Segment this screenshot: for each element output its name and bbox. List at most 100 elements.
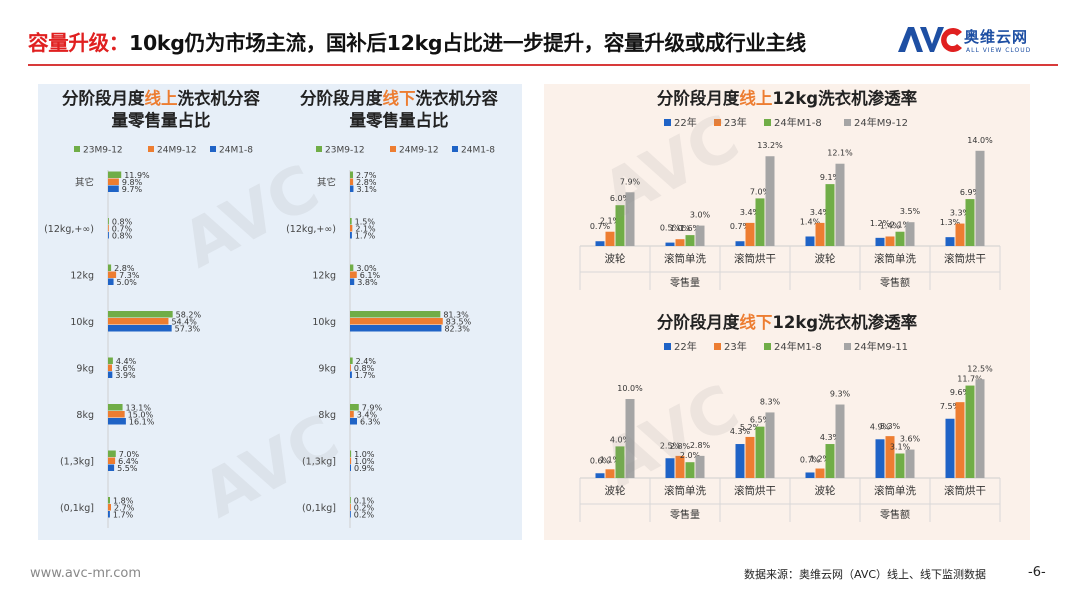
- legend-swatch: [664, 119, 671, 126]
- data-label: 6.9%: [960, 188, 981, 197]
- data-label: 1.8%: [113, 497, 134, 506]
- data-bar: [350, 364, 351, 371]
- data-label: 3.6%: [900, 435, 921, 444]
- page-title-text: 10kg仍为市场主流，国补后12kg占比进一步提升，容量升级或成行业主线: [129, 31, 806, 55]
- data-bar: [755, 426, 765, 478]
- data-label: 6.4%: [118, 457, 139, 466]
- data-label: 2.4%: [356, 357, 377, 366]
- data-bar: [975, 379, 985, 478]
- data-label: 6.5%: [750, 416, 771, 425]
- data-label: 4.3%: [820, 433, 841, 442]
- legend-label: 24M1-8: [219, 146, 253, 156]
- data-label: 4.3%: [730, 427, 751, 436]
- data-bar: [885, 236, 895, 246]
- data-bar: [350, 218, 352, 225]
- data-label: 2.1%: [355, 225, 376, 234]
- legend-label: 24年M1-8: [774, 116, 822, 129]
- data-label: 1.1%: [600, 455, 621, 464]
- legend-swatch: [714, 343, 721, 350]
- data-label: 3.9%: [115, 371, 136, 380]
- category-label: (12kg,+∞): [286, 224, 336, 235]
- data-bar: [685, 235, 695, 246]
- data-bar: [108, 225, 109, 232]
- category-label: 8kg: [318, 410, 336, 421]
- data-label: 6.0%: [610, 194, 631, 203]
- data-bar: [605, 469, 615, 478]
- group-label: 零售量: [670, 276, 700, 289]
- data-bar: [108, 364, 112, 371]
- data-bar: [765, 412, 775, 478]
- page-number: -6-: [1028, 565, 1046, 580]
- category-label: 波轮: [605, 252, 626, 265]
- data-bar: [755, 198, 765, 246]
- data-bar: [108, 271, 117, 278]
- data-label: 1.5%: [355, 218, 376, 227]
- data-bar: [825, 184, 835, 246]
- legend-label: 23年: [724, 116, 747, 129]
- data-bar: [835, 404, 845, 478]
- data-bar: [965, 385, 975, 478]
- data-label: 0.7%: [590, 222, 611, 231]
- data-bar: [745, 436, 755, 478]
- legend-swatch: [74, 146, 80, 152]
- data-bar: [745, 222, 755, 246]
- data-label: 0.2%: [354, 511, 375, 520]
- data-bar: [955, 402, 965, 478]
- legend-label: 22年: [674, 340, 697, 353]
- data-label: 13.1%: [126, 404, 152, 413]
- data-label: 12.1%: [827, 149, 853, 158]
- data-bar: [815, 222, 825, 246]
- data-label: 13.2%: [757, 141, 783, 150]
- legend-label: 23M9-12: [325, 146, 365, 156]
- category-label: (1,3kg]: [60, 457, 94, 468]
- data-bar: [350, 318, 443, 325]
- offline-capacity-share-chart: 23M9-12 24M9-12 24M1-8 其它 2.7%2.8%3.1% (12kg,…: [286, 146, 495, 528]
- data-bar: [350, 450, 352, 457]
- data-label: 7.3%: [119, 271, 140, 280]
- data-bar: [108, 171, 122, 178]
- data-bar: [350, 171, 353, 178]
- data-bar: [905, 449, 915, 478]
- data-bar: [350, 178, 354, 185]
- data-label: 3.5%: [900, 207, 921, 216]
- data-label: 0.6%: [590, 456, 611, 465]
- category-label: 滚筒单洗: [874, 252, 916, 265]
- data-bar: [350, 371, 352, 378]
- category-label: 9kg: [76, 364, 94, 375]
- data-bar: [735, 241, 745, 246]
- data-bar: [108, 497, 110, 504]
- data-bar: [108, 218, 109, 225]
- data-bar: [108, 325, 172, 332]
- data-label: 0.9%: [354, 464, 375, 473]
- legend-label: 23M9-12: [83, 146, 123, 156]
- data-bar: [955, 223, 965, 246]
- category-label: (0,1kg]: [302, 503, 336, 514]
- data-label: 5.5%: [117, 464, 138, 473]
- category-label: 滚筒单洗: [664, 252, 706, 265]
- category-label: 滚筒单洗: [874, 484, 916, 497]
- category-label: 8kg: [76, 410, 94, 421]
- online-12kg-penetration-chart: 22年 23年 24年M1-8 24年M9-120.7%2.1%6.0%7.9%波轮0…: [579, 116, 1001, 290]
- data-bar: [835, 163, 845, 246]
- data-label: 2.8%: [356, 178, 377, 187]
- data-label: 54.4%: [171, 318, 197, 327]
- data-label: 5.2%: [740, 423, 761, 432]
- avc-logo: 奥维云网 ALL VIEW CLOUD: [896, 22, 1056, 62]
- chart-title-online-share: 分阶段月度线上洗衣机分容 量零售量占比: [62, 89, 260, 130]
- data-label: 16.1%: [129, 418, 155, 427]
- data-bar: [765, 156, 775, 246]
- data-label: 7.0%: [750, 187, 771, 196]
- data-bar: [350, 185, 354, 192]
- data-label: 6.3%: [360, 418, 381, 427]
- data-label: 57.3%: [175, 325, 201, 334]
- legend-swatch: [664, 343, 671, 350]
- legend-swatch: [452, 146, 458, 152]
- data-label: 7.9%: [362, 404, 383, 413]
- data-bar: [350, 278, 355, 285]
- data-label: 1.0%: [354, 457, 375, 466]
- category-label: 滚筒烘干: [944, 252, 986, 265]
- data-label: 11.9%: [124, 171, 150, 180]
- data-bar: [108, 457, 116, 464]
- data-label: 6.1%: [360, 271, 381, 280]
- data-bar: [885, 436, 895, 478]
